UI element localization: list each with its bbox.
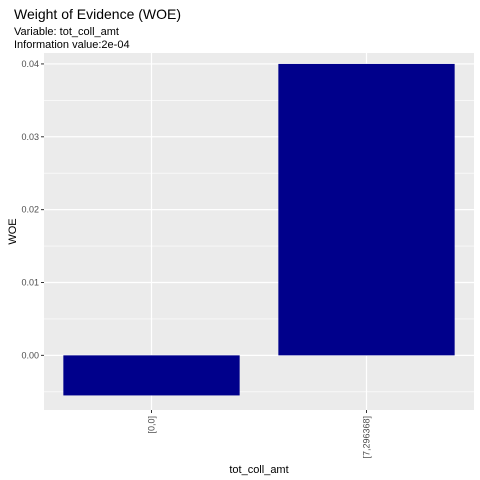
x-axis-title: tot_coll_amt (229, 464, 288, 476)
y-tick-label: 0.03 (21, 132, 39, 142)
y-axis-title: WOE (7, 218, 19, 244)
y-tick-label: 0.01 (21, 278, 39, 288)
bar-[7,296368] (278, 63, 455, 356)
chart-subtitle-variable: Variable: tot_coll_amt (14, 26, 119, 38)
bars (63, 63, 455, 396)
y-axis: 0.00 0.01 0.02 0.03 0.04 (21, 59, 44, 360)
x-tick-label: [0,0] (147, 416, 157, 434)
x-tick-label: [7,296368] (362, 416, 372, 459)
x-axis: [0,0] [7,296368] (147, 410, 372, 459)
y-tick-label: 0.02 (21, 205, 39, 215)
chart-title: Weight of Evidence (WOE) (14, 6, 182, 22)
chart-subtitle-information-value: Information value:2e-04 (14, 39, 130, 51)
y-tick-label: 0.00 (21, 350, 39, 360)
y-tick-label: 0.04 (21, 59, 39, 69)
bar-[0,0] (63, 355, 240, 396)
